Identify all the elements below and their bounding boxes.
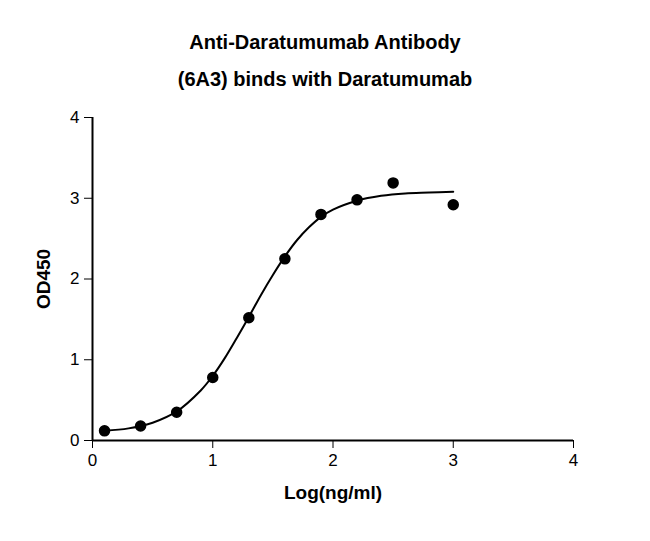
svg-text:0: 0: [70, 431, 79, 450]
svg-text:0: 0: [88, 451, 97, 470]
svg-text:2: 2: [328, 451, 337, 470]
svg-text:3: 3: [449, 451, 458, 470]
svg-text:4: 4: [569, 451, 578, 470]
svg-text:1: 1: [208, 451, 217, 470]
html-text:Anti-Daratumumab Antibody (6A3: Anti-Daratumumab Antibody (6A3) binds wi…: [177, 31, 473, 90]
svg-text:1: 1: [70, 350, 79, 369]
svg-text:2: 2: [70, 269, 79, 288]
svg-text:OD450: OD450: [33, 249, 54, 309]
svg-text:Log(ng/ml): Log(ng/ml): [284, 482, 382, 503]
svg-text:3: 3: [70, 189, 79, 208]
svg-text:4: 4: [70, 108, 79, 127]
